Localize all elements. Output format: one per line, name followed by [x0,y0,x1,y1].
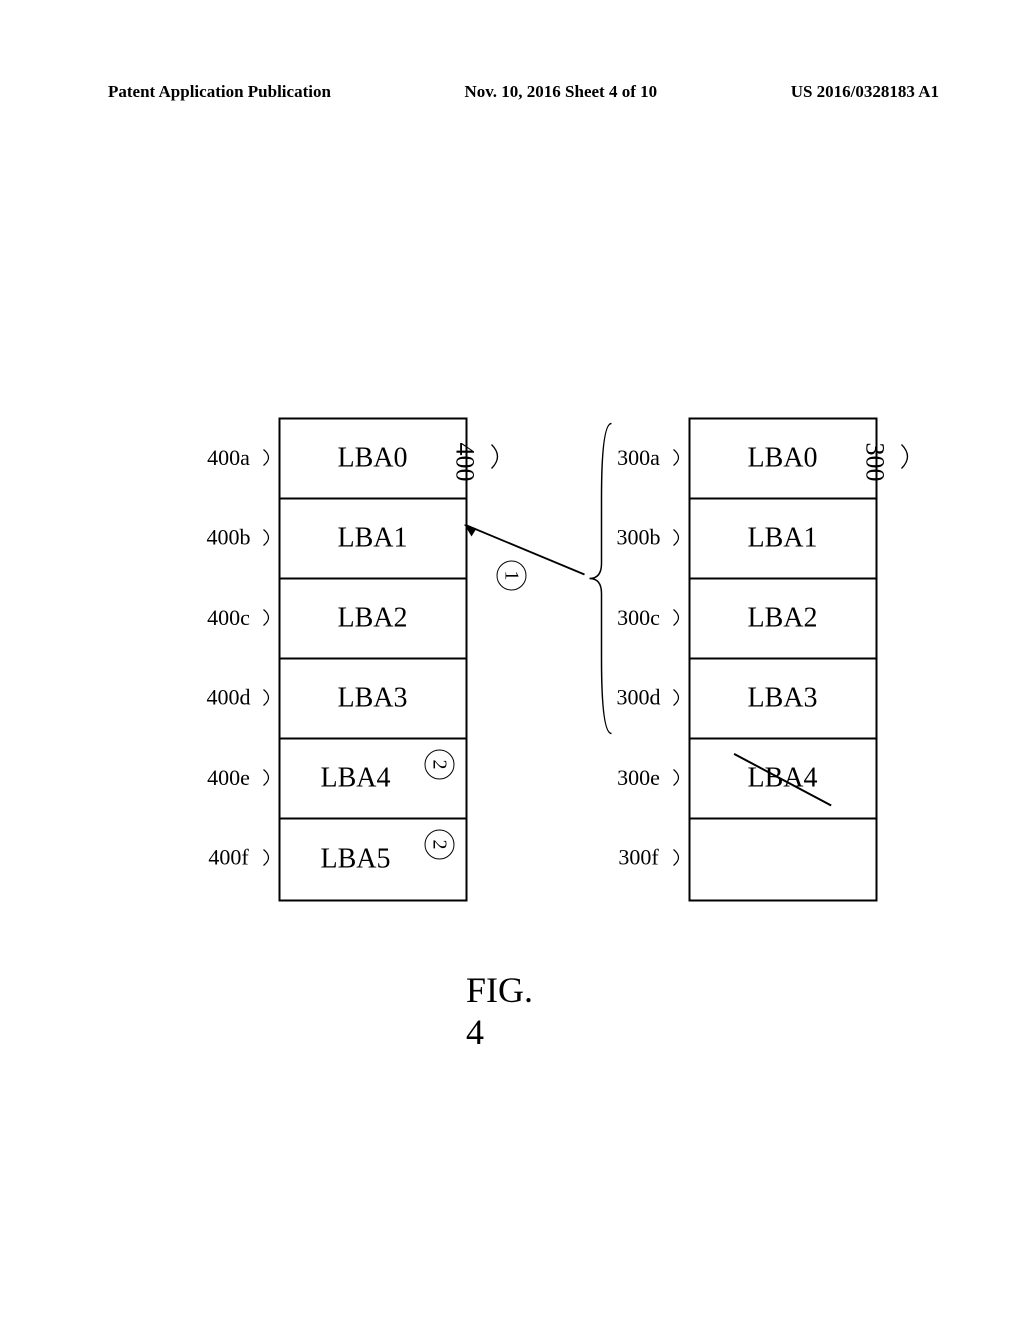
ref-400e: 400e [216,738,274,818]
block-300: 300 LBA0 LBA1 LBA2 LBA3 LBA4 300a 300b 3… [689,418,878,902]
block-300-refs: 300a 300b 300c 300d 300e 300f [626,418,684,898]
ref-300f-text: 300f [618,844,658,870]
ref-300f: 300f [626,818,684,898]
cell-400e: LBA4 [281,740,466,820]
ref-400f-text: 400f [208,844,248,870]
cell-300f [691,820,876,900]
cell-400d: LBA3 [281,660,466,740]
cell-300b-text: LBA1 [748,523,818,555]
ref-300a-text: 300a [617,444,660,470]
header-left: Patent Application Publication [108,82,331,102]
cell-300c: LBA2 [691,580,876,660]
figure-4: 300 LBA0 LBA1 LBA2 LBA3 LBA4 300a 300b 3… [163,223,863,888]
ref-300e-text: 300e [617,764,660,790]
ref-300b: 300b [626,498,684,578]
header-right: US 2016/0328183 A1 [791,82,939,102]
cell-300a-text: LBA0 [748,443,818,475]
ref-300b-text: 300b [617,525,661,551]
ref-300c: 300c [626,578,684,658]
cell-400d-text: LBA3 [338,683,408,715]
ref-400c: 400c [216,578,274,658]
cell-400b-text: LBA1 [338,523,408,555]
ref-400d: 400d [216,658,274,738]
cell-300d-text: LBA3 [748,683,818,715]
figure-label: FIG. 4 [466,969,533,1053]
cell-400a: LBA0 [281,420,466,500]
cell-300c-text: LBA2 [748,603,818,635]
cell-400e-text: LBA4 [321,763,391,795]
ref-300d: 300d [626,658,684,738]
cell-400b: LBA1 [281,500,466,580]
cell-300b: LBA1 [691,500,876,580]
cell-400f-text: LBA5 [321,844,391,876]
cell-400f: LBA5 [281,820,466,900]
ref-400b-text: 400b [207,525,251,551]
ref-400a: 400a [216,418,274,498]
header-center: Nov. 10, 2016 Sheet 4 of 10 [464,82,657,102]
ref-400d-text: 400d [207,685,251,711]
ref-400a-text: 400a [207,444,250,470]
circled-1-icon: 1 [497,561,527,591]
cell-400c-text: LBA2 [338,603,408,635]
ref-400f: 400f [216,818,274,898]
block-400-refs: 400a 400b 400c 400d 400e 400f [216,418,274,898]
ref-400e-text: 400e [207,764,250,790]
ref-400c-text: 400c [207,604,250,630]
ref-300a: 300a [626,418,684,498]
page-header: Patent Application Publication Nov. 10, … [108,82,939,102]
ref-300c-text: 300c [617,604,660,630]
cell-300d: LBA3 [691,660,876,740]
cell-300a: LBA0 [691,420,876,500]
circled-1-text: 1 [500,571,523,581]
ref-300e: 300e [626,738,684,818]
block-400: 400 LBA0 LBA1 LBA2 LBA3 LBA4 LBA5 400a 4… [279,418,468,902]
block-400-grid: LBA0 LBA1 LBA2 LBA3 LBA4 LBA5 [279,418,468,902]
ref-300d-text: 300d [617,685,661,711]
cell-300e: LBA4 [691,740,876,820]
ref-400b: 400b [216,498,274,578]
cell-400a-text: LBA0 [338,443,408,475]
cell-400c: LBA2 [281,580,466,660]
block-300-grid: LBA0 LBA1 LBA2 LBA3 LBA4 [689,418,878,902]
